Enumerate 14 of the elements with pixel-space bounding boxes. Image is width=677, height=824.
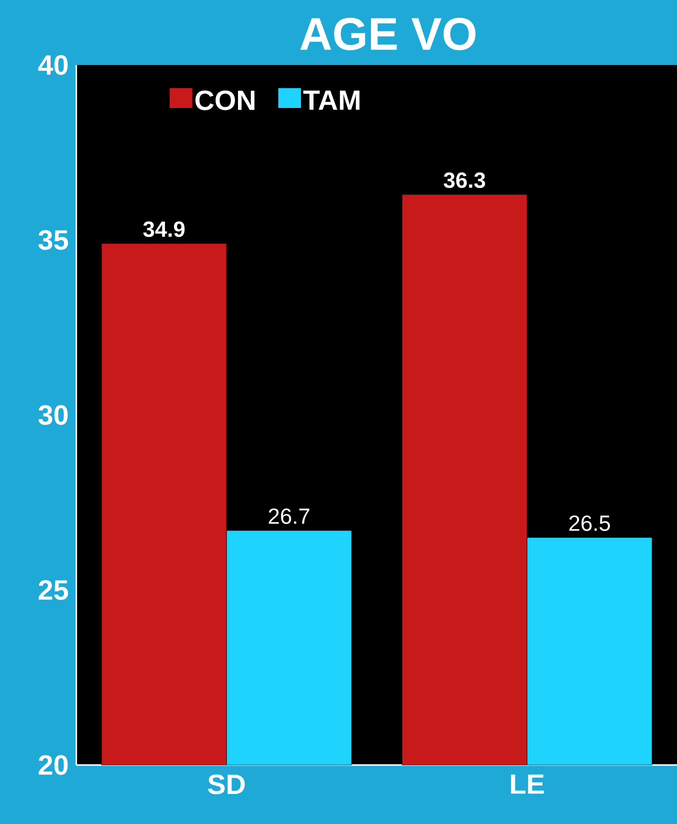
y-tick-label: 40 — [38, 55, 68, 75]
y-tick-label: 35 — [38, 230, 68, 250]
x-tick-label: SD — [208, 774, 245, 794]
legend-label: CON — [195, 90, 254, 110]
data-label: 26.5 — [569, 515, 610, 531]
y-tick-label: 20 — [38, 755, 68, 775]
legend-label: TAM — [303, 90, 360, 110]
x-tick-label: LE — [510, 774, 544, 794]
y-tick-label: 25 — [38, 580, 68, 600]
y-tick-label: 30 — [38, 405, 68, 425]
data-label: 34.9 — [143, 221, 184, 237]
chart-title: AGE VO — [300, 18, 476, 50]
data-label: 26.7 — [268, 508, 310, 524]
data-label: 36.3 — [444, 172, 485, 188]
